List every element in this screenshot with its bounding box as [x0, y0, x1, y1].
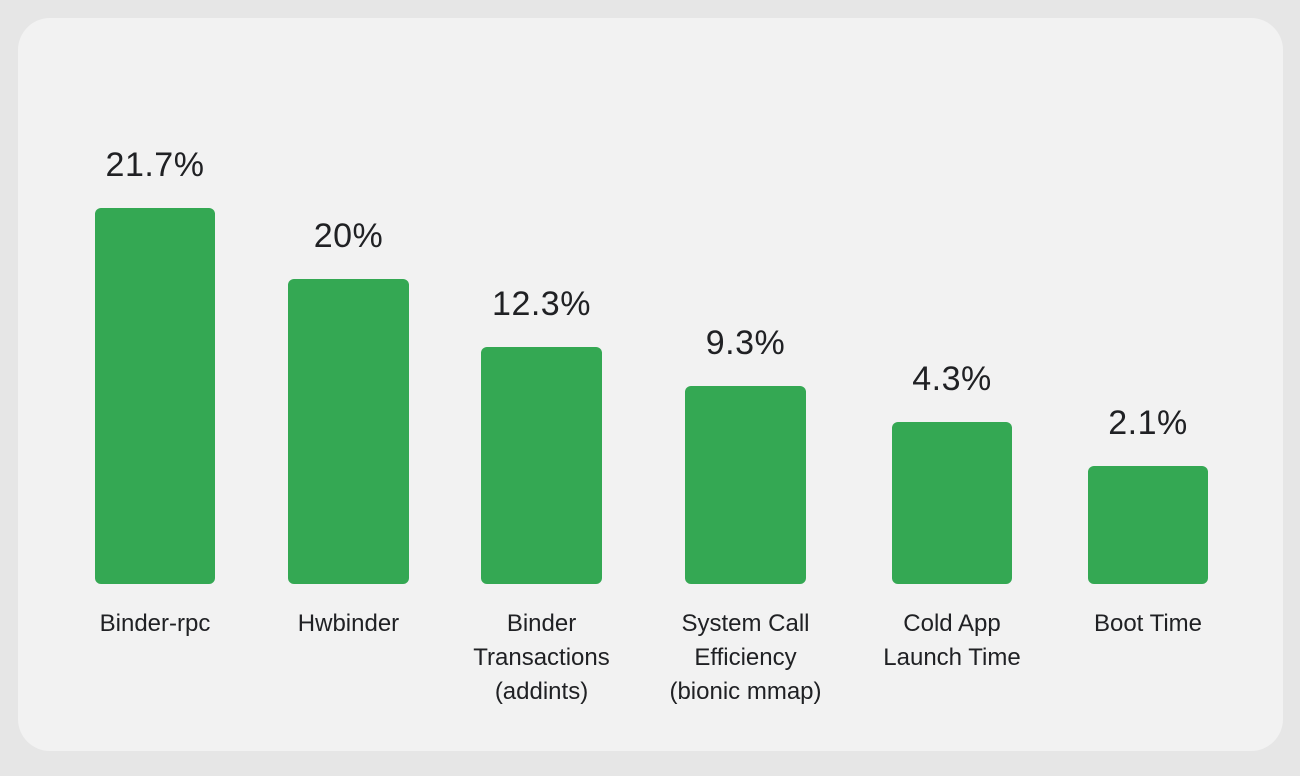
bar	[95, 208, 215, 584]
category-label: System Call Efficiency (bionic mmap)	[669, 610, 822, 705]
category-label: Boot Time	[1093, 610, 1203, 637]
bar-value-label: 9.3%	[705, 324, 786, 362]
bar-value-label: 20%	[313, 217, 384, 255]
category-label: Cold App Launch Time	[883, 610, 1021, 671]
category-label: Binder-rpc	[99, 610, 211, 637]
bar-value-label: 12.3%	[492, 285, 591, 323]
bar-value-label: 2.1%	[1108, 404, 1188, 442]
category-label: Hwbinder	[297, 610, 400, 637]
bar-value-label: 21.7%	[105, 146, 205, 184]
bar-value-label: 4.3%	[912, 360, 992, 398]
bar	[481, 347, 602, 584]
bar	[1088, 466, 1208, 584]
chart-card	[18, 18, 1283, 751]
category-label: Binder Transactions (addints)	[473, 610, 610, 705]
bar	[685, 386, 806, 584]
bar	[892, 422, 1012, 584]
bar	[288, 279, 409, 584]
